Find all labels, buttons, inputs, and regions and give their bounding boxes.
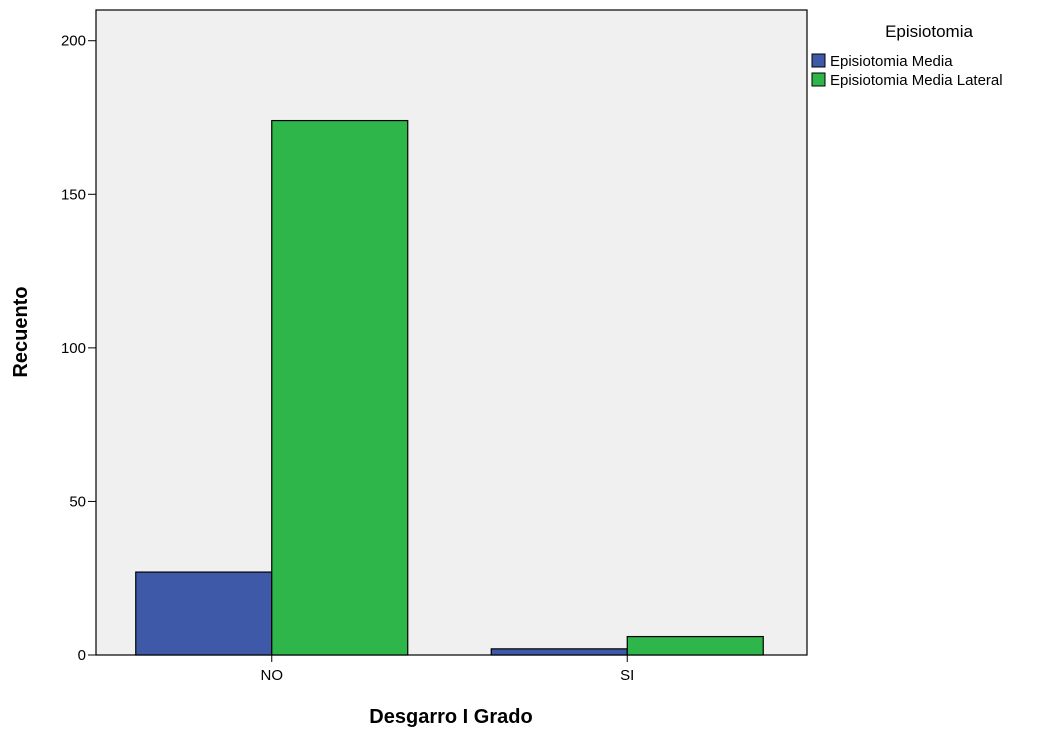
x-tick-label-no: NO [261,667,284,684]
bar-episiotomia-media-si [490,648,628,656]
y-tick-label: 100 [61,340,86,357]
y-tick-label: 50 [69,493,86,510]
y-axis: 0 50 100 150 200 [61,33,96,664]
plot-area [95,9,808,656]
legend-swatch [811,72,826,87]
legend-title: Episiotomia [885,22,973,41]
legend-swatch [811,53,826,68]
bar-episiotomia-media-no [135,571,273,656]
bar-episiotomia-media-lateral-no [271,119,409,656]
y-tick-label: 200 [61,33,86,50]
legend: Episiotomia Episiotomia Media Episiotomia… [811,22,1003,89]
bar-episiotomia-media-lateral-si [626,635,764,656]
x-tick-label-si: SI [620,667,634,684]
y-tick-label: 150 [61,186,86,203]
y-axis-title: Recuento [10,286,32,377]
bars-layer [135,119,764,656]
legend-label: Episiotomia Media Lateral [830,72,1003,89]
x-axis-title: Desgarro I Grado [369,706,532,728]
x-axis: NO SI [261,655,634,684]
y-tick-label: 0 [78,647,86,664]
legend-label: Episiotomia Media [830,53,953,70]
